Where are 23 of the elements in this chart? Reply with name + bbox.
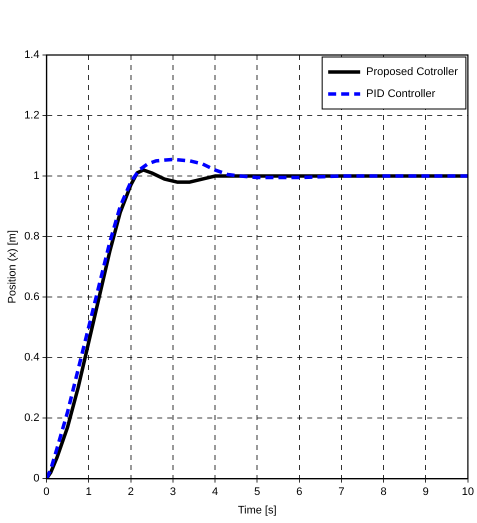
x-tick-label: 4 [212, 486, 218, 498]
x-tick-label: 10 [462, 486, 474, 498]
x-axis-title: Time [s] [238, 504, 277, 516]
x-tick-label: 5 [254, 486, 260, 498]
x-tick-label: 0 [43, 486, 50, 498]
x-tick-label: 8 [380, 486, 387, 498]
y-tick-label: 0.8 [24, 230, 40, 243]
y-tick-label: 1 [33, 170, 40, 182]
y-tick-label: 0.4 [24, 352, 40, 364]
x-tick-label: 2 [128, 486, 134, 498]
y-tick-label: 0.2 [24, 412, 40, 424]
x-tick-label: 7 [338, 486, 345, 498]
legend-label: PID Controller [366, 88, 436, 100]
y-tick-label: 1.2 [24, 110, 40, 122]
y-tick-label: 1.4 [24, 49, 40, 62]
x-tick-label: 9 [422, 486, 429, 498]
y-tick-label: 0.6 [24, 291, 40, 304]
legend-label: Proposed Cotroller [366, 66, 458, 78]
y-tick-label: 0 [33, 472, 40, 485]
x-tick-label: 3 [170, 486, 176, 498]
x-tick-label: 6 [296, 486, 302, 498]
x-tick-label: 1 [86, 486, 92, 498]
y-axis-title: Position (x) [m] [6, 230, 19, 304]
